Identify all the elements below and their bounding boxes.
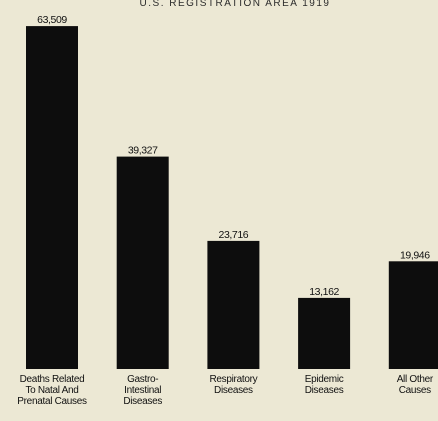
value-labels-layer: 63,509 39,327 23,716 13,162 19,946: [37, 14, 430, 298]
category-label: Epidemic: [305, 374, 344, 385]
category-label: Prenatal Causes: [17, 396, 87, 407]
category-label: Respiratory: [209, 374, 257, 385]
category-label: Diseases: [214, 385, 253, 396]
category-label: Deaths Related: [20, 374, 85, 385]
bar-value-label: 39,327: [128, 145, 158, 157]
bar-value-label: 13,162: [309, 286, 339, 298]
bar-value-label: 23,716: [219, 229, 249, 241]
category-label: Intestinal: [124, 385, 161, 396]
bar: [207, 240, 260, 369]
bar-value-label: 19,946: [400, 249, 430, 261]
bar: [298, 297, 351, 369]
category-label: All Other: [397, 374, 434, 385]
category-label: To Natal And: [25, 385, 78, 396]
category-label: Diseases: [123, 396, 162, 407]
chart-title: U.S. REGISTRATION AREA 1919: [140, 0, 331, 9]
category-label: Diseases: [305, 385, 344, 396]
bar: [26, 26, 78, 369]
bars-layer: [26, 26, 438, 369]
bar-value-label: 63,509: [37, 14, 67, 26]
category-label: Causes: [399, 385, 431, 396]
category-label: Gastro-: [127, 374, 158, 385]
bar: [388, 261, 438, 369]
bar: [116, 156, 169, 369]
